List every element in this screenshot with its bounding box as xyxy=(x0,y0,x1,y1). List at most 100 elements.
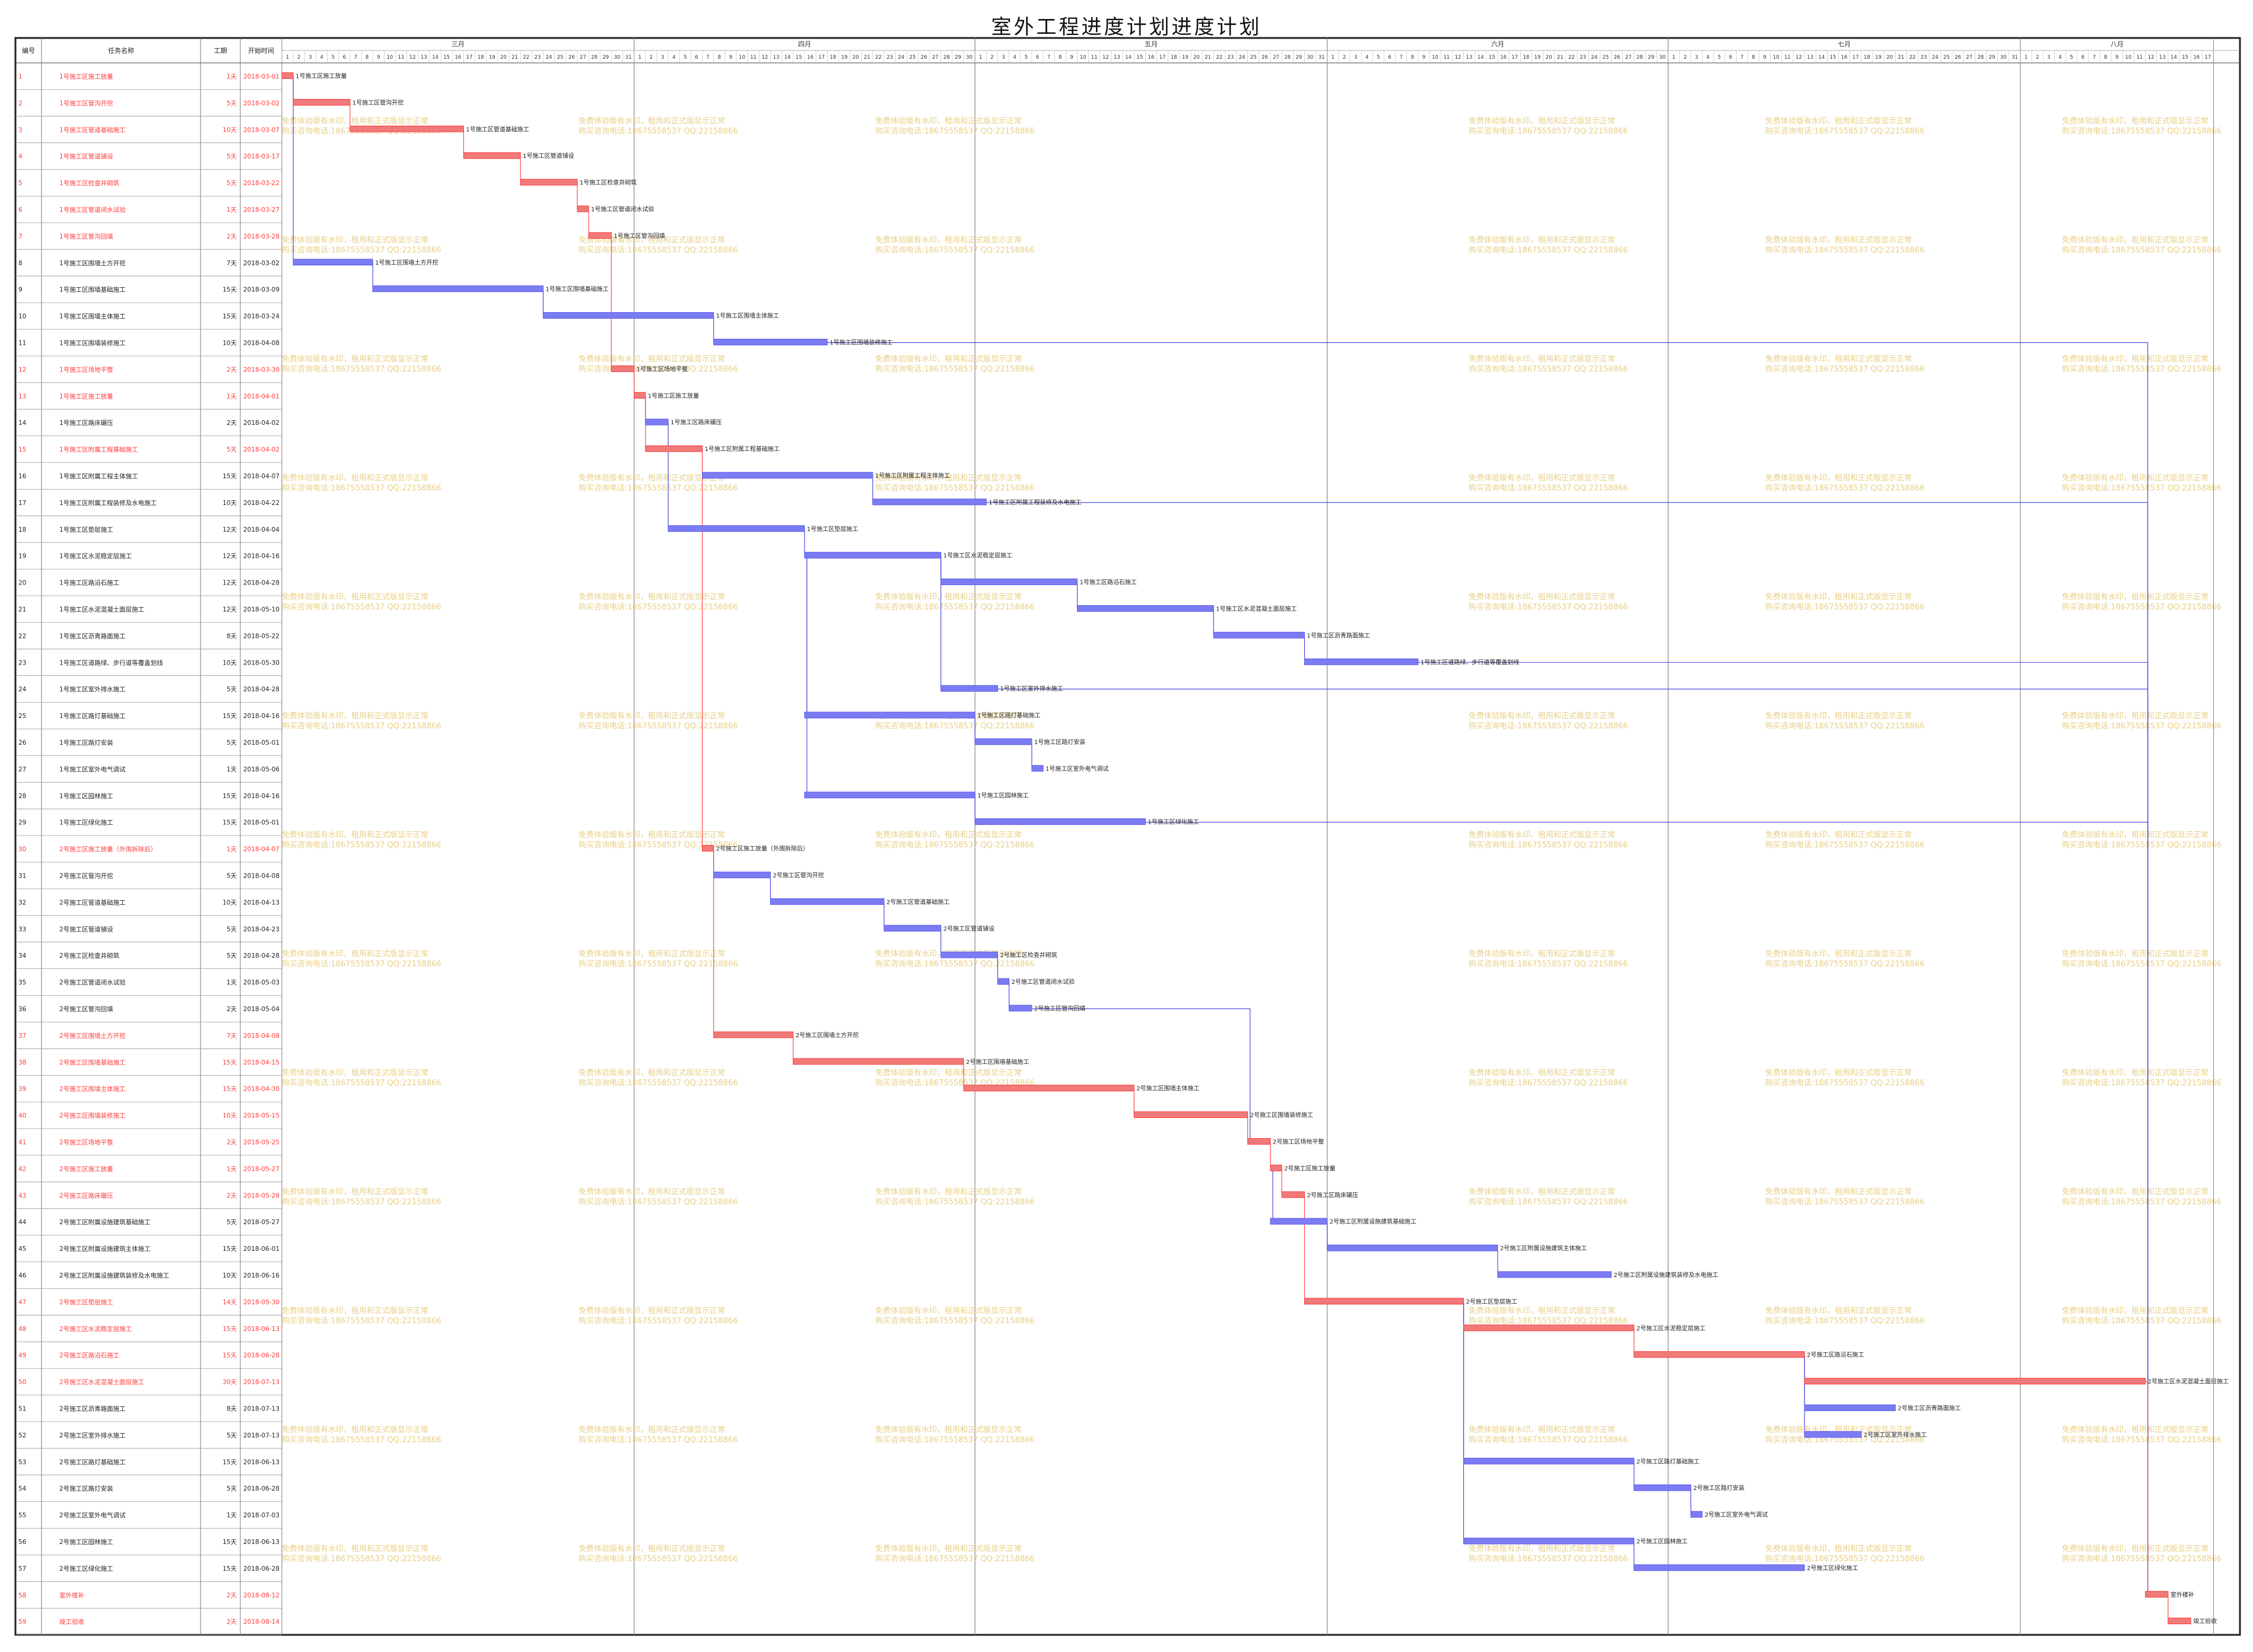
task-bar xyxy=(293,99,351,106)
task-id: 19 xyxy=(18,553,26,560)
task-name: 2号施工区室外排水施工 xyxy=(59,1431,126,1439)
watermark-text: 免费体验版有水印，租用和正式版显示正常 xyxy=(1765,116,1912,126)
watermark-text: 免费体验版有水印，租用和正式版显示正常 xyxy=(2062,1068,2208,1078)
watermark-text: 购买咨询电话:18675558537 QQ:22158866 xyxy=(1765,722,1925,731)
task-id: 4 xyxy=(18,153,23,160)
task-id: 49 xyxy=(18,1352,26,1359)
watermark-text: 购买咨询电话:18675558537 QQ:22158866 xyxy=(2062,1435,2222,1445)
watermark-text: 免费体验版有水印，租用和正式版显示正常 xyxy=(2062,116,2208,126)
task-start: 2018-04-07 xyxy=(243,846,279,853)
task-bar xyxy=(1009,1005,1032,1012)
task-bar xyxy=(1463,1537,1635,1545)
day-label: 7 xyxy=(706,55,709,61)
task-bar xyxy=(645,445,703,452)
task-bar xyxy=(940,579,1078,586)
column-header: 工期 xyxy=(214,47,227,55)
task-start: 2018-04-30 xyxy=(243,1086,279,1093)
task-duration: 1天 xyxy=(227,979,237,986)
day-label: 23 xyxy=(534,55,541,61)
watermark-text: 免费体验版有水印，租用和正式版显示正常 xyxy=(1469,1425,1615,1435)
day-label: 3 xyxy=(661,55,664,61)
task-duration: 2天 xyxy=(227,233,237,240)
task-name: 2号施工区施工放量 xyxy=(59,1165,113,1173)
day-label: 7 xyxy=(1047,55,1050,61)
day-label: 25 xyxy=(1603,55,1609,61)
task-duration: 1天 xyxy=(227,206,237,214)
day-label: 18 xyxy=(1171,55,1177,61)
task-name: 2号施工区场地平整 xyxy=(59,1138,113,1146)
watermark-text: 购买咨询电话:18675558537 QQ:22158866 xyxy=(1765,602,1925,612)
task-duration: 10天 xyxy=(223,126,237,134)
task-name: 2号施工区附属设施建筑主体施工 xyxy=(59,1245,151,1253)
task-name: 1号施工区水泥稳定层施工 xyxy=(59,552,132,560)
task-bar-label: 2号施工区围墙基础施工 xyxy=(966,1058,1029,1066)
dependency-link xyxy=(2145,1381,2149,1595)
task-id: 3 xyxy=(18,126,23,134)
task-duration: 2天 xyxy=(227,420,237,427)
task-bar-label: 1号施工区管沟开挖 xyxy=(352,99,403,106)
watermark-text: 免费体验版有水印，租用和正式版显示正常 xyxy=(282,711,428,721)
day-label: 1 xyxy=(286,55,289,61)
watermark-text: 购买咨询电话:18675558537 QQ:22158866 xyxy=(579,126,738,136)
task-bar-label: 2号施工区施工放量（外围拆除后） xyxy=(716,845,809,853)
day-label: 6 xyxy=(1729,55,1732,61)
task-duration: 15天 xyxy=(223,473,237,480)
day-label: 26 xyxy=(568,55,575,61)
task-bar xyxy=(293,259,373,266)
task-duration: 12天 xyxy=(223,553,237,560)
day-label: 18 xyxy=(1523,55,1530,61)
task-name: 1号施工区附属工程基础施工 xyxy=(59,446,138,453)
watermark-text: 免费体验版有水印，租用和正式版显示正常 xyxy=(2062,1187,2208,1197)
task-bar xyxy=(588,232,612,239)
task-duration: 7天 xyxy=(227,260,237,267)
day-label: 15 xyxy=(1136,55,1143,61)
watermark-text: 免费体验版有水印，租用和正式版显示正常 xyxy=(1469,236,1615,245)
day-label: 12 xyxy=(1455,55,1461,61)
task-bar xyxy=(281,72,294,79)
task-start: 2018-03-09 xyxy=(243,287,279,294)
task-name: 1号施工区附属工程主体施工 xyxy=(59,472,138,480)
task-bar xyxy=(713,871,771,878)
task-start: 2018-04-16 xyxy=(243,553,279,560)
watermark-text: 购买咨询电话:18675558537 QQ:22158866 xyxy=(579,960,738,969)
task-id: 41 xyxy=(18,1139,26,1146)
day-label: 20 xyxy=(1546,55,1552,61)
watermark-text: 购买咨询电话:18675558537 QQ:22158866 xyxy=(2062,364,2222,374)
task-name: 1号施工区检查井砌筑 xyxy=(59,179,120,187)
day-label: 30 xyxy=(614,55,621,61)
day-label: 4 xyxy=(672,55,675,61)
day-label: 29 xyxy=(602,55,609,61)
task-start: 2018-03-30 xyxy=(243,366,279,373)
day-label: 24 xyxy=(1591,55,1597,61)
watermark-text: 购买咨询电话:18675558537 QQ:22158866 xyxy=(2062,722,2222,731)
task-bar xyxy=(349,125,464,132)
task-name: 1号施工区管道基础施工 xyxy=(59,126,126,134)
task-id: 35 xyxy=(18,979,26,986)
day-label: 29 xyxy=(955,55,961,61)
task-start: 2018-05-25 xyxy=(243,1139,279,1146)
day-label: 14 xyxy=(1477,55,1484,61)
day-label: 21 xyxy=(1205,55,1211,61)
task-bar-label: 1号施工区室外电气调试 xyxy=(1046,765,1108,773)
watermark-text: 购买咨询电话:18675558537 QQ:22158866 xyxy=(1469,364,1628,374)
watermark-text: 购买咨询电话:18675558537 QQ:22158866 xyxy=(1469,1435,1628,1445)
task-name: 2号施工区水泥稳定层施工 xyxy=(59,1325,132,1333)
task-bar-label: 1号施工区园林施工 xyxy=(977,792,1028,799)
task-bar-label: 1号施工区围墙主体施工 xyxy=(716,312,779,320)
watermark-text: 免费体验版有水印，租用和正式版显示正常 xyxy=(875,1187,1022,1197)
task-bar xyxy=(634,392,646,399)
day-label: 24 xyxy=(1239,55,1245,61)
task-id: 11 xyxy=(18,339,26,347)
task-id: 32 xyxy=(18,899,26,906)
day-label: 13 xyxy=(1466,55,1473,61)
dependency-link xyxy=(1145,822,2149,1595)
task-id: 54 xyxy=(18,1485,27,1492)
day-label: 2 xyxy=(297,55,300,61)
task-bar-label: 2号施工区管沟开挖 xyxy=(773,871,824,879)
watermark-text: 购买咨询电话:18675558537 QQ:22158866 xyxy=(2062,1316,2222,1326)
task-duration: 2天 xyxy=(227,366,237,373)
day-label: 21 xyxy=(1898,55,1904,61)
watermark-text: 免费体验版有水印，租用和正式版显示正常 xyxy=(875,1306,1022,1316)
task-bar xyxy=(463,152,521,159)
task-bar xyxy=(1281,1191,1305,1198)
